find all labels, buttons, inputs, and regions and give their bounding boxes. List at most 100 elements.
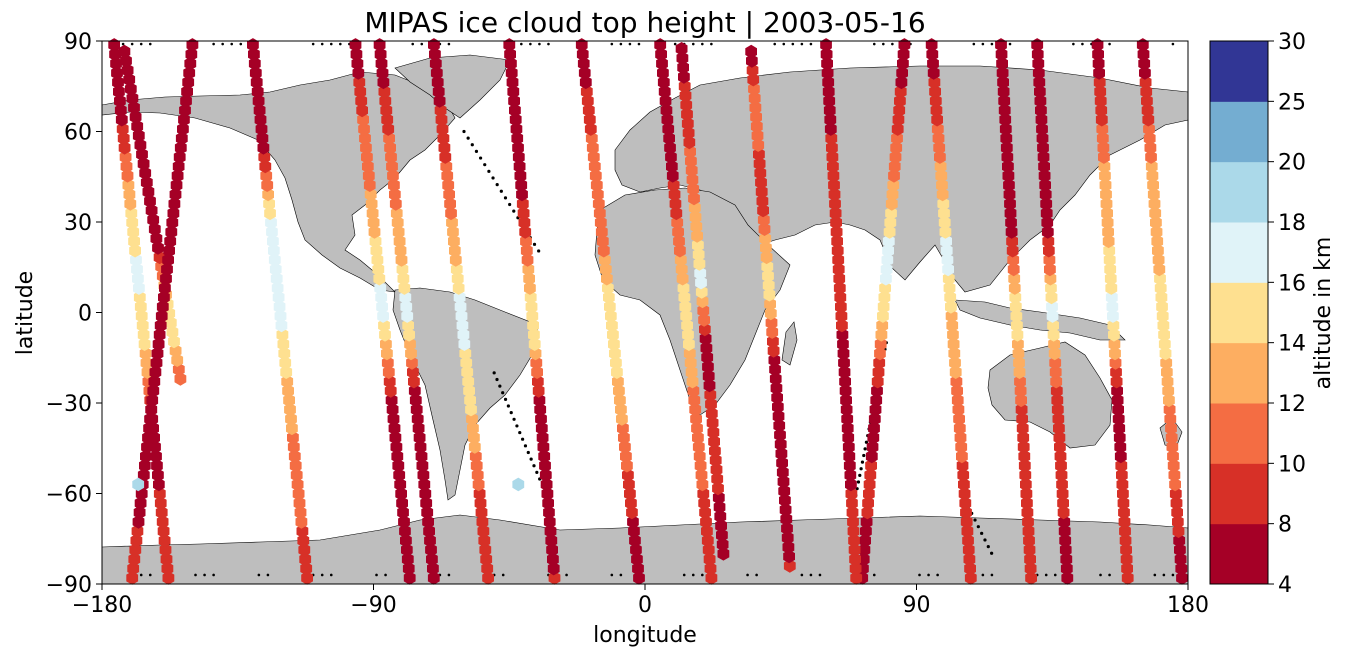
colorbar-tick-label: 8 (1278, 513, 1292, 538)
cloud-top-marker (468, 440, 481, 454)
cloud-top-marker (396, 496, 408, 510)
cloud-top-marker (153, 487, 166, 501)
cloud-top-marker (375, 290, 388, 305)
cloud-top-marker (110, 56, 122, 71)
no-cloud-dot (619, 42, 623, 46)
cloud-top-marker (1058, 524, 1071, 538)
cloud-top-marker (377, 309, 389, 323)
cloud-top-marker (367, 215, 380, 230)
cloud-top-marker (374, 47, 387, 62)
cloud-top-marker (675, 42, 688, 56)
no-cloud-dot (470, 143, 474, 147)
cloud-top-marker (609, 346, 621, 361)
cloud-top-marker (600, 262, 612, 277)
cloud-top-marker (142, 430, 154, 445)
cloud-top-marker (289, 458, 302, 473)
cloud-top-marker (666, 169, 679, 183)
cloud-top-marker (767, 344, 780, 358)
cloud-top-marker (624, 487, 636, 501)
cloud-top-marker (659, 94, 672, 108)
colorbar-tick-label: 18 (1278, 211, 1306, 236)
cloud-top-marker (775, 446, 788, 461)
cloud-top-marker (1160, 356, 1173, 370)
cloud-top-marker (871, 374, 884, 389)
cloud-top-marker (697, 487, 710, 501)
cloud-top-marker (129, 243, 141, 258)
cloud-top-marker (1056, 477, 1068, 492)
cloud-top-marker (505, 56, 517, 71)
cloud-top-marker (849, 552, 861, 567)
cloud-top-marker (547, 552, 559, 567)
cloud-top-marker (677, 60, 689, 75)
cloud-top-marker (581, 94, 594, 108)
cloud-top-marker (121, 169, 134, 183)
cloud-top-marker (1154, 281, 1167, 295)
cloud-top-marker (942, 271, 955, 286)
cloud-top-marker (1006, 243, 1019, 258)
cloud-top-marker (950, 374, 963, 389)
cloud-top-marker (268, 253, 281, 267)
no-cloud-dot (610, 42, 614, 46)
no-cloud-dot (986, 544, 990, 549)
cloud-top-marker (1009, 290, 1022, 305)
cloud-top-marker (1144, 141, 1157, 155)
chart-title: MIPAS ice cloud top height | 2003-05-16 (364, 6, 925, 39)
cloud-top-marker (1102, 234, 1115, 249)
cloud-top-marker (160, 552, 173, 567)
no-cloud-dot (230, 42, 234, 46)
cloud-top-marker (1036, 131, 1049, 146)
cloud-top-marker (955, 440, 968, 454)
cloud-top-marker (887, 178, 900, 192)
cloud-top-marker (1059, 543, 1072, 557)
cloud-top-marker (270, 271, 283, 286)
cloud-top-marker (1007, 262, 1020, 277)
cloud-top-marker (451, 271, 464, 286)
y-axis-label: latitude (13, 271, 38, 355)
cloud-top-marker (1142, 112, 1155, 127)
no-cloud-dot (701, 42, 704, 46)
cloud-top-marker (684, 356, 697, 370)
cloud-top-marker (476, 515, 489, 529)
no-cloud-dot (990, 551, 994, 555)
cloud-top-marker (1164, 412, 1177, 426)
cloud-top-marker (528, 328, 540, 342)
cloud-top-marker (1003, 178, 1015, 192)
cloud-top-marker (375, 56, 388, 71)
cloud-top-marker (482, 571, 494, 585)
y-tick-label: −90 (46, 573, 92, 598)
cloud-top-marker (765, 316, 778, 330)
cloud-top-marker (1018, 449, 1031, 464)
cloud-top-marker (1000, 131, 1013, 146)
no-cloud-dot (384, 573, 387, 577)
cloud-top-marker (1103, 243, 1116, 258)
cloud-top-marker (676, 51, 689, 65)
cloud-top-marker (117, 131, 130, 146)
cloud-top-marker (445, 206, 457, 221)
cloud-top-marker (1141, 103, 1154, 118)
cloud-top-marker (384, 384, 397, 398)
cloud-top-marker (685, 365, 698, 379)
cloud-top-marker (964, 561, 976, 576)
cloud-top-marker (120, 159, 133, 174)
cloud-top-marker (411, 412, 424, 426)
cloud-top-marker (832, 262, 845, 277)
cloud-top-marker (1114, 440, 1127, 454)
cloud-top-marker (696, 294, 709, 309)
cloud-top-marker (1099, 169, 1111, 183)
cloud-top-marker (1002, 159, 1014, 174)
cloud-top-marker (516, 187, 528, 202)
cloud-top-marker (249, 66, 262, 80)
cloud-top-marker (479, 543, 492, 557)
cloud-top-marker (461, 365, 474, 379)
cloud-top-marker (1112, 402, 1124, 417)
cloud-top-marker (386, 402, 399, 417)
cloud-top-marker (546, 543, 558, 557)
cloud-top-marker (402, 561, 415, 576)
x-tick-label: −180 (72, 593, 132, 618)
cloud-top-marker (125, 206, 138, 221)
cloud-top-marker (1175, 561, 1188, 576)
cloud-top-marker (882, 234, 895, 249)
cloud-top-marker (893, 103, 906, 118)
cloud-top-marker (677, 281, 690, 295)
cloud-top-marker (773, 418, 786, 433)
